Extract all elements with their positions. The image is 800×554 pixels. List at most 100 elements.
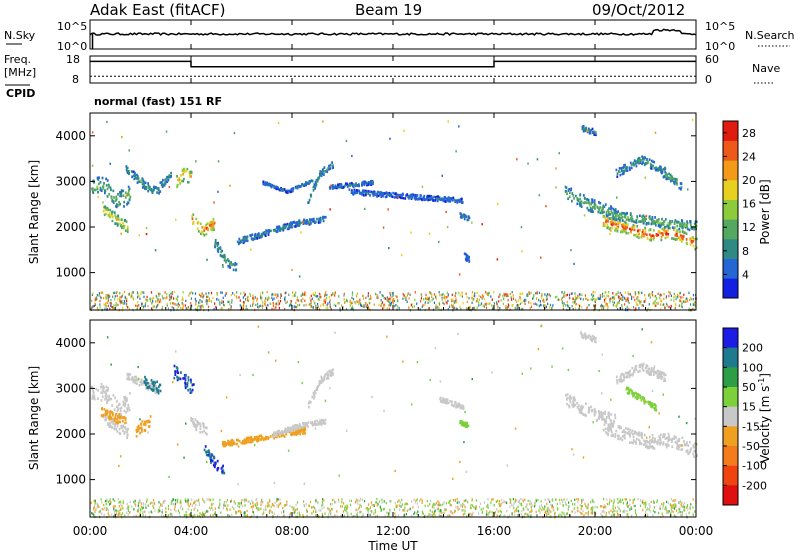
power-cell — [241, 238, 244, 242]
velocity-clutter-cell — [209, 508, 211, 511]
velocity-cell — [610, 424, 613, 427]
power-cell — [610, 205, 612, 208]
velocity-cell — [648, 435, 651, 439]
power-clutter-cell — [145, 301, 147, 305]
power-cell — [676, 179, 678, 183]
velocity-cell — [598, 411, 601, 415]
power-clutter-cell — [608, 291, 610, 294]
power-cell — [417, 198, 419, 201]
power-clutter-cell — [275, 293, 277, 296]
power-clutter-cell — [350, 307, 352, 310]
velocity-cell — [126, 409, 129, 412]
power-clutter-cell — [108, 293, 110, 296]
power-clutter-cell — [609, 300, 611, 304]
power-clutter-cell — [452, 307, 454, 310]
velocity-cell — [313, 393, 315, 396]
power-cell — [222, 263, 224, 267]
velocity-cell — [205, 426, 208, 430]
power-cell — [408, 197, 410, 200]
power-cell — [220, 250, 222, 254]
power-cell — [631, 226, 634, 229]
velocity-cell — [203, 426, 205, 429]
velocity-cell — [119, 407, 122, 411]
velocity-cell — [312, 391, 315, 395]
velocity-clutter-cell — [559, 502, 561, 505]
power-cell — [380, 194, 383, 197]
velocity-cell — [320, 423, 323, 426]
velocity-cell — [572, 396, 575, 399]
power-clutter-cell — [602, 307, 605, 310]
power-cell — [270, 184, 272, 188]
power-clutter-cell — [655, 294, 657, 298]
velocity-cell — [184, 378, 187, 381]
velocity-clutter-cell — [286, 500, 288, 503]
power-clutter-cell — [541, 294, 543, 297]
velocity-cell — [121, 416, 124, 419]
power-cell — [688, 228, 691, 232]
power-cell — [640, 234, 643, 238]
power-clutter-cell — [133, 298, 135, 301]
velocity-cell — [323, 422, 326, 425]
power-clutter-cell — [605, 304, 607, 307]
velocity-cell — [113, 427, 116, 431]
power-cell — [673, 226, 676, 229]
power-clutter-cell — [335, 304, 337, 308]
power-clutter-cell — [628, 301, 630, 304]
power-clutter-cell — [528, 292, 531, 295]
power-clutter-cell — [668, 305, 670, 309]
velocity-clutter-cell — [414, 511, 416, 514]
power-clutter-cell — [616, 293, 618, 296]
power-cell — [608, 207, 610, 210]
power-cell — [464, 252, 467, 256]
power-cell — [446, 198, 448, 202]
velocity-clutter-cell — [548, 498, 550, 502]
power-clutter-cell — [605, 302, 607, 305]
velocity-cell — [221, 470, 223, 473]
power-clutter-cell — [622, 295, 624, 298]
power-clutter-cell — [543, 300, 545, 303]
velocity-cell — [155, 387, 158, 391]
power-cell — [284, 226, 286, 230]
power-cell — [177, 178, 179, 182]
power-clutter-cell — [136, 305, 138, 308]
power-cell — [242, 236, 245, 239]
power-clutter-cell — [648, 303, 650, 306]
power-cell — [612, 207, 615, 211]
power-clutter-cell — [502, 295, 504, 298]
velocity-cell — [694, 417, 696, 420]
colorbar-tick-label: 12 — [742, 221, 756, 234]
power-cell — [369, 182, 372, 185]
power-clutter-cell — [166, 302, 168, 306]
power-clutter-cell — [247, 295, 249, 299]
power-clutter-cell — [631, 297, 633, 300]
power-clutter-cell — [481, 297, 483, 300]
velocity-cell — [226, 442, 229, 445]
power-cell — [623, 229, 626, 233]
power-cell — [306, 182, 309, 185]
power-cell — [344, 182, 347, 185]
power-cell — [676, 224, 679, 228]
power-clutter-cell — [660, 299, 662, 302]
power-cell — [376, 194, 379, 197]
power-cell — [353, 190, 356, 193]
power-cell — [351, 154, 353, 158]
power-clutter-cell — [511, 304, 513, 307]
velocity-cell — [334, 331, 336, 334]
power-cell — [626, 169, 629, 172]
power-cell — [623, 169, 626, 173]
power-cell — [664, 236, 667, 240]
power-cell — [673, 221, 676, 224]
velocity-cell — [650, 368, 653, 371]
velocity-cell — [318, 382, 321, 385]
power-clutter-cell — [446, 291, 448, 294]
power-cell — [635, 221, 638, 224]
velocity-cell — [667, 444, 670, 447]
power-clutter-cell — [407, 292, 409, 295]
power-cell — [142, 178, 144, 181]
power-clutter-cell — [359, 301, 361, 304]
power-cell — [627, 231, 630, 235]
velocity-cell — [659, 433, 662, 437]
power-clutter-cell — [145, 298, 147, 301]
power-clutter-cell — [442, 293, 444, 296]
velocity-cell — [190, 381, 192, 384]
